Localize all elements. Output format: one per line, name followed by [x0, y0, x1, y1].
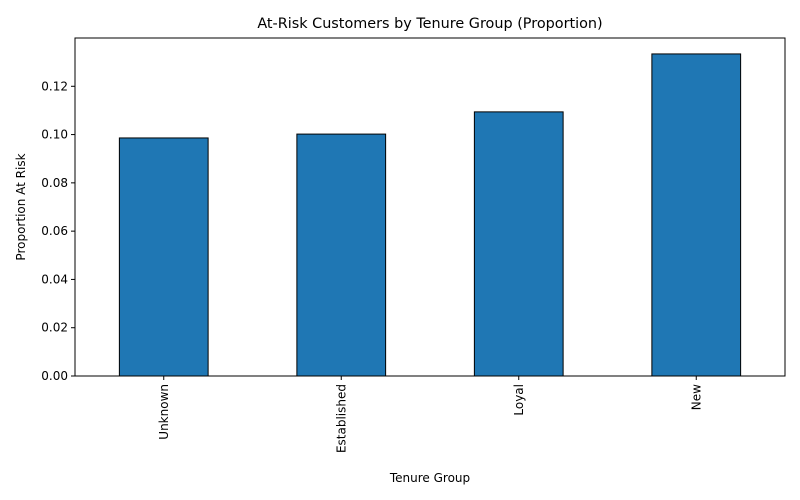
y-tick-label: 0.04: [41, 272, 68, 286]
plot-frame: [74, 37, 786, 377]
x-tick-label: Established: [334, 384, 348, 453]
x-tick-label: Loyal: [512, 384, 526, 416]
bars-group: [118, 53, 742, 377]
bar-loyal: [473, 111, 564, 377]
y-tick-label: 0.08: [41, 176, 68, 190]
bar-unknown: [118, 137, 209, 377]
y-tick-label: 0.12: [41, 79, 68, 93]
x-tick-label: New: [689, 384, 703, 410]
y-axis-ticks: 0.00 0.02 0.04 0.06 0.08 0.10 0.12: [41, 79, 75, 383]
x-axis-label: Tenure Group: [389, 471, 470, 485]
y-axis-label: Proportion At Risk: [14, 153, 28, 260]
y-tick-label: 0.00: [41, 369, 68, 383]
y-tick-label: 0.10: [41, 128, 68, 142]
bar-new: [651, 53, 742, 377]
bar-established: [296, 133, 387, 377]
x-tick-label: Unknown: [157, 384, 171, 440]
x-axis-ticks: Unknown Established Loyal New: [157, 376, 703, 453]
y-tick-label: 0.06: [41, 224, 68, 238]
y-tick-label: 0.02: [41, 321, 68, 335]
chart-title: At-Risk Customers by Tenure Group (Propo…: [257, 16, 602, 32]
